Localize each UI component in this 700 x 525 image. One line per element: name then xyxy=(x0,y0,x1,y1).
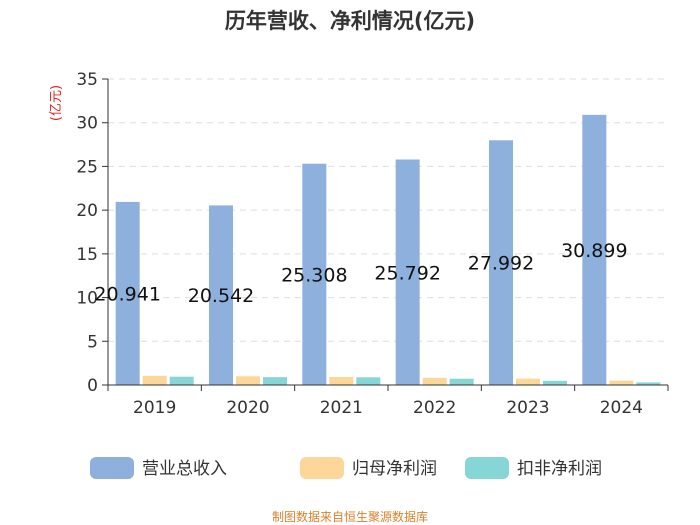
x-tick-label: 2019 xyxy=(133,398,176,418)
axes: 0 5 10 15 20 25 30 35 2019 2020 2021 2022 2023 2024 xyxy=(76,70,669,418)
chart-title: 历年营收、净利情况(亿元) xyxy=(225,9,475,33)
y-axis-unit: (亿元) xyxy=(49,85,64,121)
data-label-revenue: 20.542 xyxy=(188,285,254,307)
bar-revenue xyxy=(115,201,140,385)
legend-label: 营业总收入 xyxy=(142,459,227,479)
y-tick-label: 25 xyxy=(76,157,98,177)
legend-item[interactable]: 归母净利润 xyxy=(300,457,437,479)
grid xyxy=(108,78,668,342)
bar-deducted-net-profit xyxy=(263,377,287,385)
legend-label: 归母净利润 xyxy=(352,459,437,479)
y-tick-label: 5 xyxy=(87,332,98,352)
bar-deducted-net-profit xyxy=(543,380,567,385)
bar-revenue xyxy=(395,159,420,385)
bar-revenue xyxy=(489,140,513,385)
bar-net-profit xyxy=(329,376,354,385)
bar-deducted-net-profit xyxy=(449,378,474,385)
x-tick-label: 2021 xyxy=(320,398,363,418)
bar-revenue xyxy=(302,163,327,385)
data-label-revenue: 20.941 xyxy=(94,283,160,305)
bar-net-profit xyxy=(422,377,447,385)
bar-net-profit xyxy=(236,376,260,385)
bar-revenue xyxy=(582,114,607,385)
y-tick-label: 15 xyxy=(76,245,98,265)
legend-item[interactable]: 营业总收入 xyxy=(90,457,227,479)
bar-net-profit xyxy=(609,380,634,385)
x-tick-label: 2020 xyxy=(226,398,269,418)
x-tick-label: 2022 xyxy=(413,398,456,418)
y-tick-label: 30 xyxy=(76,114,98,134)
data-label-revenue: 25.792 xyxy=(374,262,440,284)
data-label-revenue: 25.308 xyxy=(281,264,347,286)
legend-label: 扣非净利润 xyxy=(517,459,602,479)
data-label-revenue: 27.992 xyxy=(468,253,534,275)
legend-swatch xyxy=(90,457,134,479)
y-tick-label: 35 xyxy=(76,70,98,90)
bar-deducted-net-profit xyxy=(169,376,194,385)
y-tick-label: 10 xyxy=(76,289,98,309)
data-label-revenue: 30.899 xyxy=(561,240,627,262)
legend-item[interactable]: 扣非净利润 xyxy=(465,457,602,479)
bar-revenue xyxy=(209,205,233,385)
data-labels: 20.941 20.542 25.308 25.792 27.992 30.899 xyxy=(94,240,627,307)
bar-net-profit xyxy=(142,375,167,385)
bar-net-profit xyxy=(516,378,540,385)
source-note: 制图数据来自恒生聚源数据库 xyxy=(272,509,428,524)
y-tick-label: 20 xyxy=(76,201,98,221)
bar-deducted-net-profit xyxy=(356,377,381,385)
x-tick-label: 2024 xyxy=(600,398,643,418)
legend-swatch xyxy=(300,457,344,479)
x-tick-label: 2023 xyxy=(506,398,549,418)
legend-swatch xyxy=(465,457,509,479)
y-tick-label: 0 xyxy=(87,376,98,396)
legend: 营业总收入 归母净利润 扣非净利润 xyxy=(90,457,602,479)
bar-deducted-net-profit xyxy=(636,382,661,385)
bars xyxy=(115,114,661,385)
